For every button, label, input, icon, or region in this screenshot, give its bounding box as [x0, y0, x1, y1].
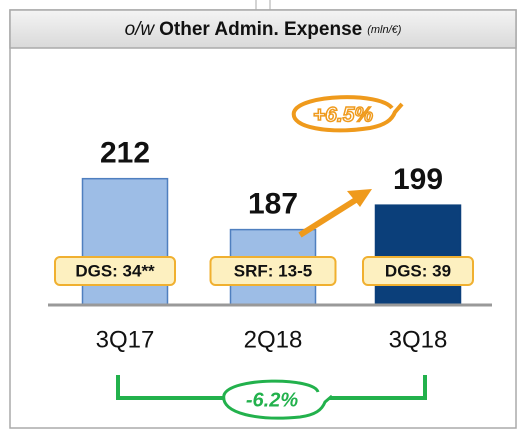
- box-label: DGS: 34**: [75, 261, 155, 280]
- chart-title: o/w Other Admin. Expense (mln/€): [125, 19, 402, 40]
- value-label: 187: [248, 188, 298, 221]
- arrow-head: [347, 189, 372, 207]
- x-tick-label: 2Q18: [244, 326, 303, 353]
- box-label: DGS: 39: [385, 261, 451, 280]
- annotation-oval: [222, 379, 333, 420]
- x-tick-label: 3Q17: [96, 326, 155, 353]
- x-tick-label: 3Q18: [389, 326, 448, 353]
- title-prefix: o/w: [125, 19, 156, 40]
- bar: [81, 177, 169, 306]
- label-box: [362, 256, 474, 286]
- title-main: Other Admin. Expense: [159, 19, 362, 40]
- annotation-oval: [291, 95, 404, 133]
- title-unit: (mln/€): [367, 24, 402, 36]
- bar: [374, 204, 462, 306]
- plot: 212 DGS: 34** 3Q17 187 SRF: 13-5 2Q18 199 DGS: …: [54, 137, 474, 353]
- value-label: 212: [100, 137, 150, 170]
- annotation: -6.2%: [246, 389, 298, 411]
- bracket: [116, 375, 427, 400]
- annotation: +6.5%: [313, 104, 373, 127]
- title-bar: [9, 9, 517, 49]
- box-label: SRF: 13-5: [234, 261, 312, 280]
- label-box: [54, 256, 176, 286]
- label-box: [209, 256, 337, 286]
- value-label: 199: [393, 163, 443, 196]
- arrow: [298, 193, 364, 238]
